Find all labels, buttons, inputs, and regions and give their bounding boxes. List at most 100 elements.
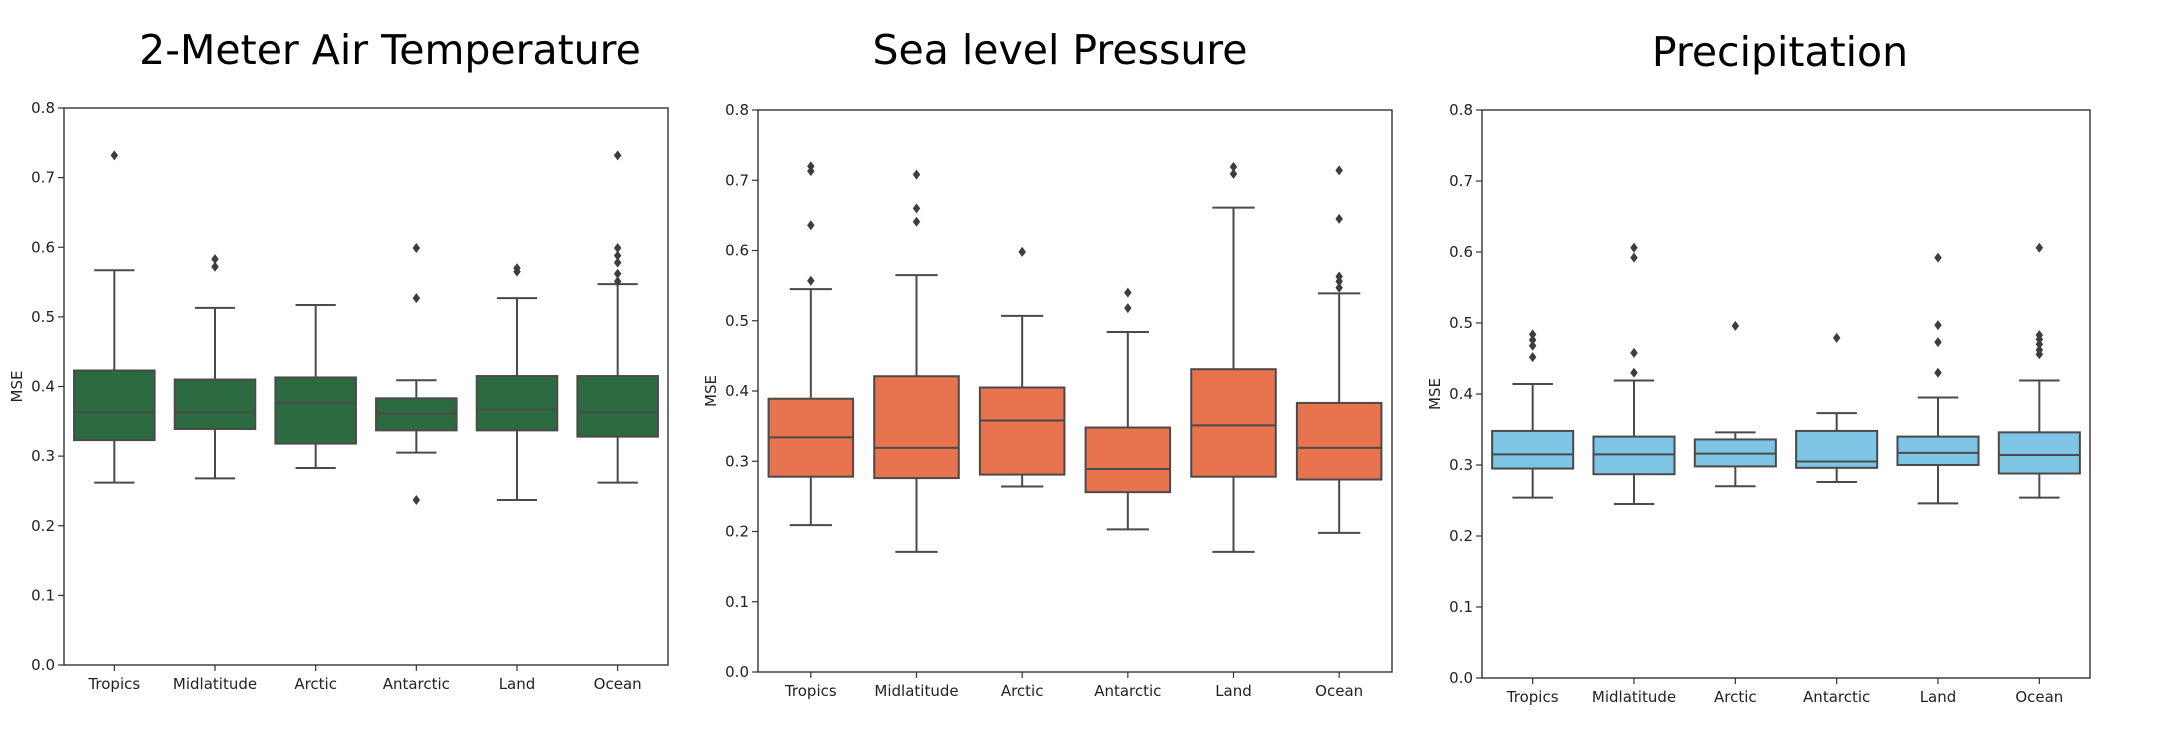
box-tropics [767, 161, 855, 527]
y-tick-label: 0.7 [1449, 172, 1473, 190]
box-land [475, 263, 559, 501]
y-tick-label: 0.3 [725, 452, 749, 470]
y-axis-label: MSE [8, 371, 26, 403]
box-antarctic [1084, 287, 1172, 531]
iqr-box [873, 375, 960, 480]
outlier-point [412, 293, 421, 304]
x-tick-label: Arctic [1001, 682, 1044, 700]
outlier-point [807, 161, 815, 172]
box-arctic [1693, 320, 1777, 488]
x-tick-label: Arctic [1714, 688, 1757, 706]
iqr-box [1997, 431, 2081, 475]
y-tick-label: 0.6 [31, 238, 55, 256]
outlier-point [613, 276, 622, 287]
outlier-point [1630, 242, 1638, 253]
chart-precipitation: 0.0 0.1 0.2 0.3 0.4 0.5 0.6 0.7 0.8 MSE Tropics Mid… [1426, 101, 2091, 706]
box-tropics [1491, 329, 1575, 499]
chart-title: Sea level Pressure [872, 26, 1248, 74]
outlier-point [1832, 332, 1841, 343]
x-tick-label: Antarctic [383, 675, 450, 693]
y-tick-label: 0.5 [1449, 314, 1473, 332]
y-tick-label: 0.4 [31, 378, 55, 396]
box-arctic [978, 246, 1066, 488]
y-tick-label: 0.0 [725, 663, 749, 681]
plot-area-frame [1481, 109, 2091, 679]
y-axis-label: MSE [1426, 378, 1444, 410]
outlier-point [1934, 252, 1942, 263]
outlier-point [211, 254, 219, 265]
box-ocean [1295, 165, 1383, 534]
plot-area-frame [757, 109, 1393, 673]
y-tick-label: 0.7 [31, 169, 55, 187]
chart-panel-precipitation: Precipitation 0.0 0.1 0.2 0.3 0.4 0.5 0.6 0.7 0.… [1420, 0, 2158, 738]
outlier-point [1528, 335, 1537, 346]
y-tick-label: 0.7 [725, 171, 749, 189]
outlier-point [613, 268, 622, 279]
outlier-point [2035, 330, 2044, 341]
outlier-point [1934, 320, 1942, 331]
outlier-point [613, 250, 622, 261]
outlier-point [807, 220, 815, 231]
x-tick-label: Arctic [294, 675, 337, 693]
outlier-point [2035, 344, 2044, 355]
outlier-point [1229, 161, 1238, 172]
y-tick-label: 0.5 [725, 312, 749, 330]
x-tick-label: Tropics [784, 682, 837, 700]
outlier-point [1934, 337, 1942, 348]
iqr-box [978, 386, 1066, 476]
outlier-point [912, 169, 921, 180]
outlier-point [1528, 340, 1537, 351]
x-tick-label: Ocean [1315, 682, 1363, 700]
box-ocean [576, 150, 659, 484]
outlier-point [412, 242, 421, 253]
chart-air-temperature: 0.0 0.1 0.2 0.3 0.4 0.5 0.6 0.7 0.8 MSE Tropics Mid… [8, 99, 669, 693]
y-tick-label: 0.8 [725, 101, 749, 119]
outlier-point [1630, 347, 1638, 358]
x-tick-label: Ocean [594, 675, 642, 693]
iqr-box [576, 375, 659, 438]
y-tick-label: 0.3 [31, 447, 55, 465]
x-tick-label: Midlatitude [173, 675, 257, 693]
x-tick-label: Land [1920, 688, 1957, 706]
x-tick-label: Land [499, 675, 536, 693]
y-axis-label: MSE [702, 375, 720, 407]
iqr-box [1592, 435, 1676, 476]
iqr-box [173, 378, 257, 430]
y-tick-label: 0.4 [1449, 385, 1473, 403]
x-tick-label: Ocean [2015, 688, 2063, 706]
outlier-point [807, 275, 815, 286]
box-midlatitude [1592, 242, 1676, 506]
box-midlatitude [873, 169, 960, 553]
y-tick-label: 0.6 [1449, 243, 1473, 261]
y-tick-label: 0.8 [1449, 101, 1473, 119]
iqr-box [1190, 368, 1277, 478]
outlier-point [1630, 252, 1638, 263]
iqr-box [1295, 401, 1383, 481]
x-tick-label: Tropics [1506, 688, 1559, 706]
iqr-box [274, 376, 357, 445]
box-midlatitude [173, 254, 257, 480]
x-tick-label: Tropics [87, 675, 140, 693]
outlier-point [412, 494, 421, 505]
outlier-point [1124, 303, 1132, 314]
y-tick-label: 0.0 [1449, 669, 1473, 687]
y-tick-label: 0.4 [725, 382, 749, 400]
chart-sea-level-pressure: 0.0 0.1 0.2 0.3 0.4 0.5 0.6 0.7 0.8 MSE Tropics Mid… [702, 101, 1393, 700]
y-tick-label: 0.1 [1449, 598, 1473, 616]
outlier-point [1229, 168, 1238, 179]
y-tick-label: 0.1 [31, 586, 55, 604]
outlier-point [1528, 352, 1537, 363]
outlier-point [1335, 282, 1343, 293]
y-tick-label: 0.6 [725, 242, 749, 260]
x-tick-label: Antarctic [1094, 682, 1161, 700]
outlier-point [1731, 320, 1740, 331]
outlier-point [110, 150, 119, 161]
iqr-box [73, 369, 156, 442]
outlier-point [1528, 329, 1537, 340]
outlier-point [1335, 271, 1343, 282]
outlier-point [211, 261, 219, 272]
box-arctic [274, 304, 357, 469]
x-tick-label: Midlatitude [874, 682, 958, 700]
outlier-point [912, 203, 921, 214]
chart-panel-air-temperature: 2-Meter Air Temperature 0.0 0.1 0.2 0.3 0.4 0… [0, 0, 720, 738]
